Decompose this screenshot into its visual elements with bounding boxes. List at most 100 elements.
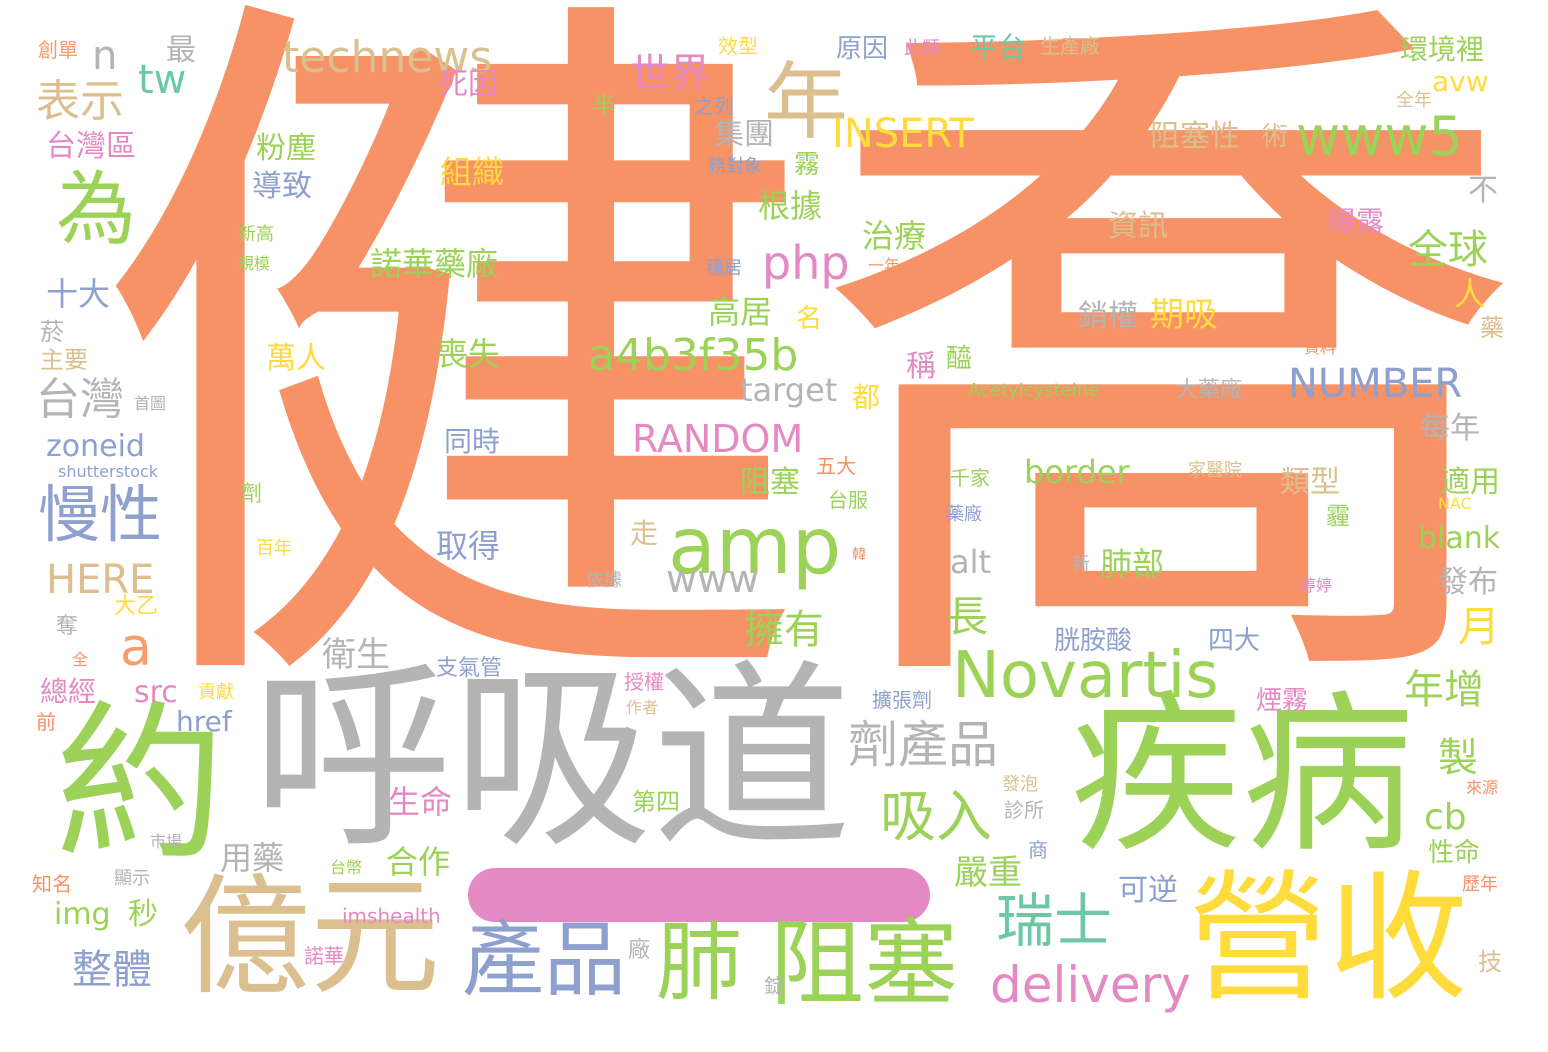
- word: 歷年: [1462, 874, 1498, 895]
- word: 性命: [1428, 838, 1481, 868]
- word: Novartis: [952, 639, 1219, 713]
- word: 劑: [240, 482, 263, 507]
- word: 務對象: [708, 156, 762, 177]
- word: 市場: [150, 832, 183, 851]
- word: 大藥廠: [1176, 378, 1243, 403]
- word: NUMBER: [1288, 361, 1463, 407]
- word: 萬人: [266, 341, 326, 376]
- word: 醯: [946, 344, 973, 374]
- word: 前: [36, 710, 56, 734]
- word: 創單: [38, 38, 78, 62]
- word: 取得: [436, 527, 501, 565]
- word: 慢性: [38, 478, 163, 551]
- word: 授權: [624, 670, 664, 694]
- word: 都: [852, 381, 881, 414]
- word: 四大: [1208, 626, 1261, 656]
- word: 首圖: [134, 394, 167, 413]
- word: 約: [55, 686, 226, 884]
- word: 十大: [46, 275, 111, 313]
- word: 霧: [794, 150, 821, 180]
- word: 嚴重: [954, 853, 1022, 893]
- word: 台幣: [330, 858, 363, 877]
- word: 術: [1262, 122, 1289, 152]
- word: 大乙: [114, 594, 159, 619]
- word: 衛生: [322, 635, 390, 675]
- word: 婷婷: [1300, 576, 1333, 595]
- word: NAC: [1438, 494, 1472, 513]
- word: 廠: [628, 938, 651, 963]
- word: 藥廠: [946, 504, 982, 525]
- word: 商: [1028, 838, 1048, 862]
- word: 阻塞: [770, 910, 959, 1019]
- word: 發泡: [1002, 774, 1038, 795]
- word: 為: [56, 163, 136, 256]
- word: RANDOM: [632, 417, 804, 461]
- word: 導致: [252, 169, 312, 204]
- word: cb: [1424, 797, 1467, 838]
- word: 主要: [40, 346, 88, 374]
- word: 總經: [40, 675, 97, 708]
- word: 類型: [1280, 465, 1340, 500]
- word: 表示: [36, 76, 124, 127]
- word: 營收: [1188, 858, 1469, 1021]
- word: 依據: [586, 570, 622, 591]
- word: 生命: [388, 783, 453, 821]
- word: 年: [764, 53, 849, 151]
- word: 諾華藥廠: [370, 245, 499, 283]
- word: 第四: [632, 788, 680, 816]
- word: www: [666, 557, 760, 601]
- word: 原因: [836, 34, 889, 64]
- word: 整體: [72, 947, 152, 993]
- word: 新: [1072, 554, 1090, 575]
- word: alt: [950, 543, 992, 581]
- word: 百年: [256, 538, 292, 559]
- word: 全球: [1408, 227, 1488, 273]
- word: www5: [1296, 105, 1463, 168]
- word: 人: [1454, 275, 1487, 313]
- word: 煙霧: [1256, 686, 1309, 716]
- word: avw: [1432, 65, 1489, 98]
- word: 擁有: [744, 607, 824, 653]
- word: 可逆: [1118, 873, 1178, 908]
- word: 家醫院: [1188, 460, 1242, 481]
- word: 平台: [970, 31, 1027, 64]
- word: 合作: [386, 843, 451, 881]
- word: 貢獻: [198, 682, 234, 703]
- word: 世界: [630, 51, 710, 97]
- word: 韓: [852, 547, 866, 563]
- word: 適用: [1440, 465, 1500, 500]
- word: shutterstock: [58, 462, 159, 481]
- word: 生產廠: [1040, 34, 1100, 58]
- word: a: [120, 618, 152, 678]
- word: href: [176, 705, 232, 738]
- word: 組織: [440, 153, 505, 191]
- word: 新高: [238, 224, 274, 245]
- word: 霾: [1326, 502, 1350, 530]
- word: a4b3f35b: [588, 330, 799, 381]
- word: 台服: [828, 488, 868, 512]
- word: 規模: [238, 254, 271, 273]
- word: 銷權: [1078, 299, 1138, 334]
- word: 劑產品: [848, 716, 998, 774]
- word: 死因: [438, 67, 498, 102]
- word: imshealth: [342, 904, 441, 928]
- word: 阻塞: [740, 465, 800, 500]
- word: 用藥: [220, 839, 285, 877]
- word: img: [54, 897, 111, 932]
- word: border: [1024, 453, 1130, 491]
- word: 資訊: [1108, 209, 1168, 244]
- word: 全年: [1396, 90, 1432, 111]
- word: 技: [1478, 948, 1502, 976]
- word: 顯示: [114, 868, 150, 889]
- word: 支氣管: [436, 656, 503, 681]
- word: 曝露: [1328, 205, 1385, 238]
- word: 穩居: [706, 258, 742, 279]
- word: 來源: [1466, 778, 1499, 797]
- word: 此類: [904, 38, 940, 59]
- word: 擴張劑: [872, 688, 932, 712]
- word: 藥: [1480, 314, 1504, 342]
- word: 喪失: [436, 335, 501, 373]
- word: zoneid: [46, 429, 145, 464]
- word: blank: [1418, 521, 1501, 556]
